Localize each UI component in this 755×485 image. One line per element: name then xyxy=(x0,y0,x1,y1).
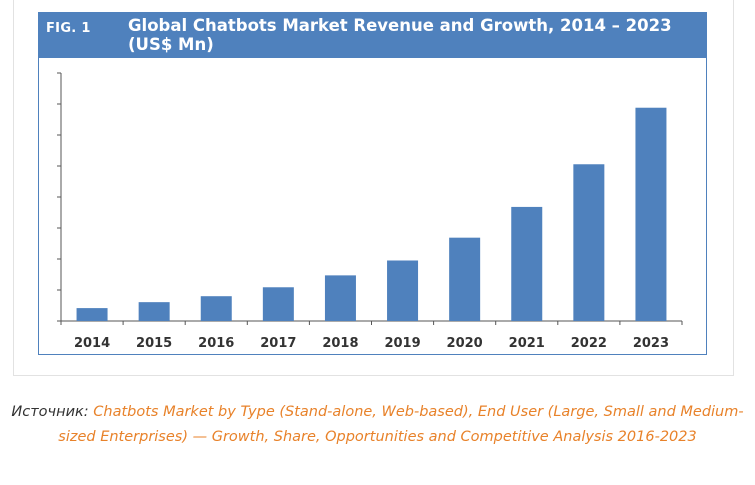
bar-2017 xyxy=(262,287,294,321)
bar-2015 xyxy=(138,302,170,321)
x-tick-label: 2014 xyxy=(74,336,110,351)
x-tick-label: 2022 xyxy=(571,336,607,351)
bar-2021 xyxy=(511,206,543,321)
x-tick-label: 2015 xyxy=(136,336,172,351)
bar-2020 xyxy=(449,237,481,321)
plot-area: 2014 2015 2016 2017 2018 2019 2020 2021 2022 2023 xyxy=(38,58,707,355)
x-tick-label: 2023 xyxy=(633,336,669,351)
x-tick-label: 2017 xyxy=(260,336,296,351)
source-label: Источник: xyxy=(11,404,94,420)
figure-header: FIG. 1 Global Chatbots Market Revenue an… xyxy=(38,12,707,58)
source-link[interactable]: Chatbots Market by Type (Stand-alone, We… xyxy=(58,404,744,445)
bar-2019 xyxy=(387,260,419,321)
x-tick-label: 2018 xyxy=(322,336,358,351)
bar-2023 xyxy=(635,107,667,321)
x-tick-label: 2020 xyxy=(447,336,483,351)
source-caption: Источник: Chatbots Market by Type (Stand… xyxy=(0,400,755,450)
x-tick-label: 2021 xyxy=(509,336,545,351)
bar-2018 xyxy=(324,275,356,321)
bar-2022 xyxy=(573,164,605,321)
bar-2014 xyxy=(76,308,108,321)
figure-label: FIG. 1 xyxy=(46,21,91,36)
x-tick-label: 2016 xyxy=(198,336,234,351)
chart-title: Global Chatbots Market Revenue and Growt… xyxy=(128,16,672,54)
x-tick-label: 2019 xyxy=(384,336,420,351)
bar-2016 xyxy=(200,296,232,321)
bar-chart: 2014 2015 2016 2017 2018 2019 2020 2021 2022 2023 xyxy=(57,72,683,351)
